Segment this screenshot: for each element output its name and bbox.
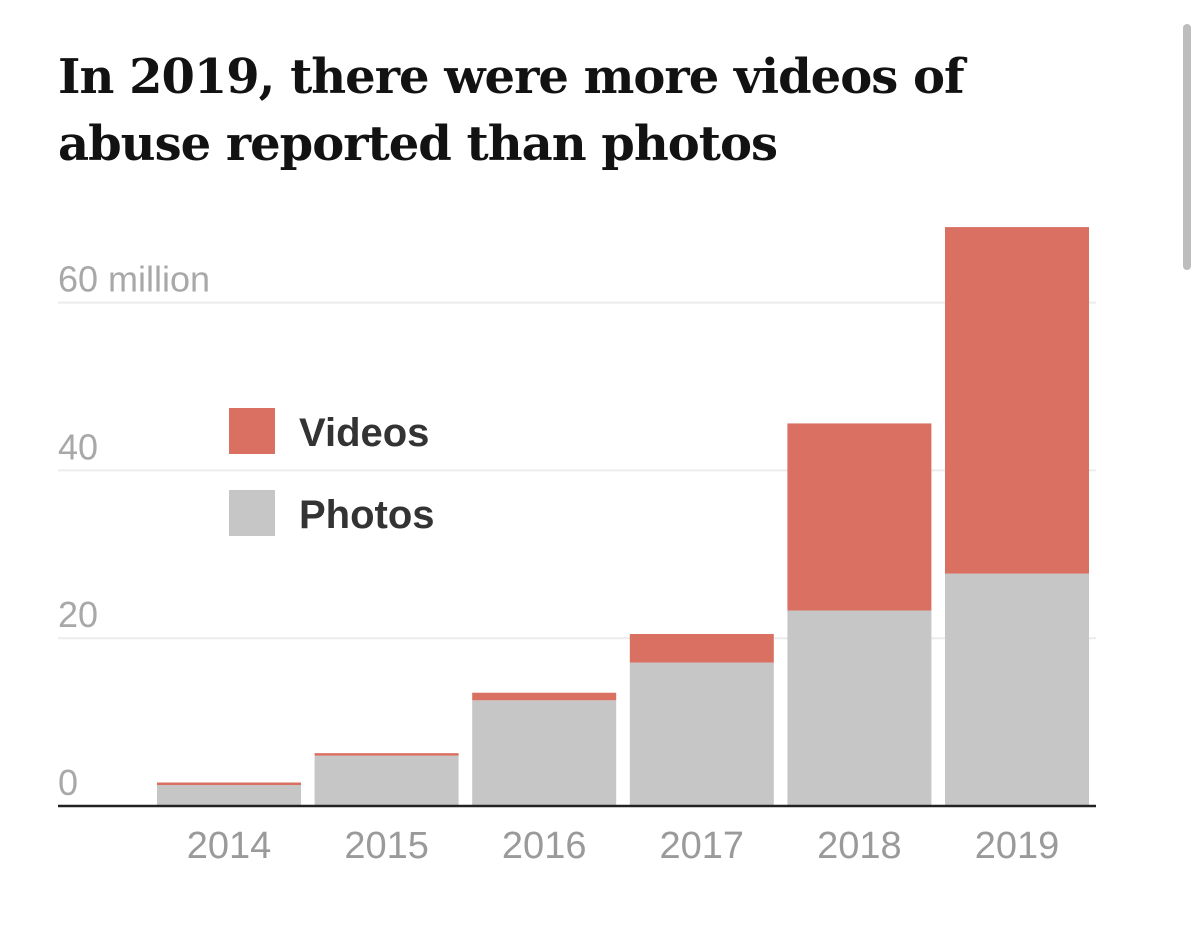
legend-swatch-photos xyxy=(229,490,275,536)
bar-photos-2017 xyxy=(629,662,774,806)
legend-label-videos: Videos xyxy=(299,411,429,455)
x-tick-label: 2015 xyxy=(344,825,429,867)
legend-swatch-videos xyxy=(229,408,275,454)
y-tick-label: 60 million xyxy=(58,259,210,300)
x-tick-label: 2018 xyxy=(817,825,902,867)
x-tick-label: 2019 xyxy=(975,825,1060,867)
x-tick-label: 2017 xyxy=(660,825,745,867)
legend-label-photos: Photos xyxy=(299,493,435,537)
bar-photos-2019 xyxy=(945,573,1089,806)
bar-photos-2016 xyxy=(472,700,617,806)
x-tick-label: 2014 xyxy=(187,825,272,867)
bar-photos-2018 xyxy=(787,610,932,806)
x-tick-label: 2016 xyxy=(502,825,587,867)
chart-title: In 2019, there were more videos of abuse… xyxy=(58,49,965,172)
y-tick-label: 40 xyxy=(58,426,98,467)
bar-videos-2018 xyxy=(787,423,932,611)
bar-videos-2015 xyxy=(314,753,459,756)
bar-photos-2015 xyxy=(314,755,459,806)
scrollbar[interactable] xyxy=(1183,24,1191,270)
bar-videos-2017 xyxy=(629,634,774,663)
y-tick-label: 20 xyxy=(58,594,98,635)
bar-videos-2016 xyxy=(472,692,617,701)
bar-videos-2019 xyxy=(945,227,1089,574)
bar-videos-2014 xyxy=(157,782,301,786)
bar-photos-2014 xyxy=(157,785,301,806)
y-tick-label: 0 xyxy=(58,762,78,803)
